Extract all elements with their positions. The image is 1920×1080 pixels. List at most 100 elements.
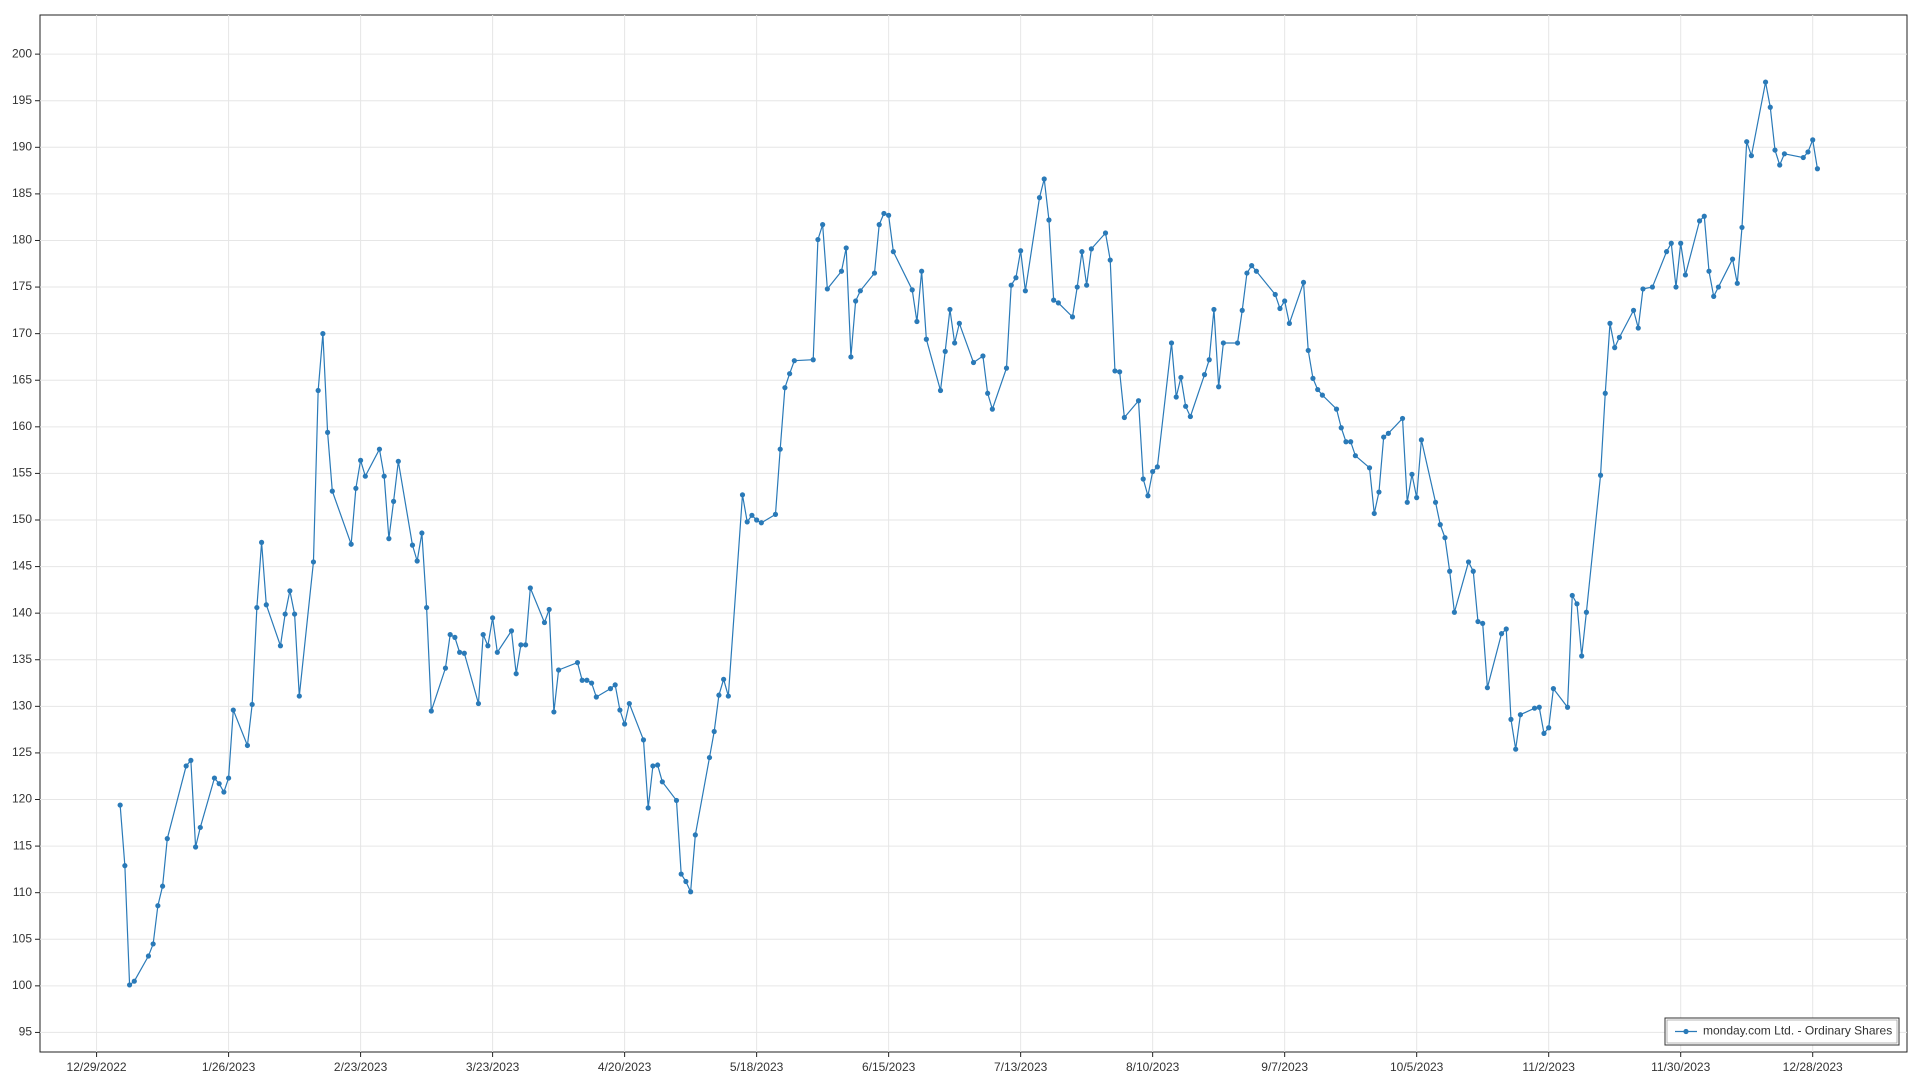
data-point — [645, 805, 651, 811]
data-point — [287, 588, 293, 594]
data-point — [381, 473, 387, 479]
y-tick-label: 140 — [12, 605, 32, 619]
data-point — [1018, 248, 1024, 254]
data-point — [282, 611, 288, 617]
legend-box-inner — [1666, 1019, 1898, 1044]
data-point — [1286, 320, 1292, 326]
data-point — [1767, 104, 1773, 110]
y-tick-label: 120 — [12, 792, 32, 806]
y-tick-label: 180 — [12, 233, 32, 247]
y-tick-label: 170 — [12, 326, 32, 340]
data-point — [1121, 414, 1127, 421]
y-tick-label: 195 — [12, 93, 32, 107]
data-point — [1781, 151, 1788, 157]
data-point — [820, 222, 826, 228]
data-point — [131, 978, 137, 984]
data-point — [1668, 240, 1674, 246]
data-point — [414, 558, 420, 564]
data-point — [1112, 368, 1118, 374]
data-point — [626, 700, 632, 707]
data-point — [810, 357, 816, 363]
data-point — [758, 520, 764, 526]
legend-box — [1664, 1017, 1900, 1046]
y-tick-label: 95 — [19, 1025, 33, 1039]
data-point — [711, 728, 717, 735]
y-tick-label: 100 — [12, 978, 32, 992]
data-point — [244, 742, 251, 749]
data-point — [494, 649, 500, 655]
data-point — [1814, 166, 1821, 172]
data-point — [1277, 305, 1283, 312]
data-point — [725, 693, 731, 699]
data-point — [258, 539, 265, 545]
data-point — [1253, 268, 1259, 274]
data-point — [947, 306, 953, 313]
data-point — [1447, 568, 1453, 574]
data-point — [683, 878, 689, 885]
data-point — [145, 953, 152, 959]
y-tick-label: 135 — [12, 652, 32, 666]
data-point — [357, 457, 364, 463]
data-point — [508, 628, 515, 634]
data-point — [513, 671, 519, 677]
data-point — [1805, 149, 1811, 155]
data-point — [1513, 746, 1519, 752]
legend: monday.com Ltd. - Ordinary Shares — [1664, 1017, 1900, 1046]
data-point — [1706, 268, 1712, 274]
data-point — [1437, 522, 1443, 528]
x-tick-label: 2/23/2023 — [334, 1060, 388, 1074]
y-tick-label: 110 — [13, 885, 32, 899]
data-point — [923, 336, 929, 342]
data-point — [579, 677, 585, 683]
data-point — [1145, 493, 1151, 499]
y-tick-label: 130 — [12, 699, 32, 713]
data-point — [1003, 365, 1010, 371]
data-point — [527, 585, 533, 591]
data-point — [1343, 439, 1349, 445]
data-point — [1300, 279, 1307, 286]
data-point — [574, 659, 581, 666]
data-point — [1404, 499, 1410, 505]
data-point — [192, 844, 199, 850]
data-point — [1442, 535, 1448, 541]
data-point — [706, 754, 713, 761]
data-point — [1640, 286, 1646, 292]
data-point — [1810, 137, 1816, 143]
data-point — [1574, 601, 1580, 607]
data-point — [320, 331, 326, 337]
y-tick-label: 160 — [12, 419, 32, 433]
data-point — [1777, 162, 1783, 168]
data-point — [843, 245, 849, 251]
data-point — [956, 320, 962, 326]
data-point — [490, 615, 496, 621]
y-tick-label: 175 — [12, 279, 32, 293]
data-point — [1074, 284, 1080, 290]
data-point — [1663, 249, 1670, 255]
data-point — [1272, 291, 1278, 298]
data-point — [749, 512, 755, 518]
data-point — [1451, 609, 1457, 615]
data-point — [1013, 275, 1019, 281]
data-point — [480, 631, 486, 638]
data-point — [556, 667, 562, 673]
data-point — [1748, 153, 1755, 159]
data-point — [447, 631, 453, 638]
data-point — [1517, 712, 1523, 718]
data-point — [1673, 284, 1679, 290]
data-point — [589, 680, 595, 686]
data-point — [1678, 240, 1684, 246]
data-point — [1503, 626, 1509, 632]
data-point — [937, 387, 944, 394]
data-point — [1734, 280, 1740, 286]
data-point — [593, 694, 599, 700]
legend-swatch-dot — [1683, 1028, 1689, 1035]
data-point — [1602, 390, 1608, 396]
data-point — [428, 708, 434, 714]
data-point — [315, 387, 321, 394]
data-point — [1744, 139, 1750, 145]
y-tick-label: 165 — [12, 372, 32, 386]
data-point — [890, 249, 896, 255]
data-point — [871, 270, 878, 276]
data-point — [122, 863, 128, 869]
